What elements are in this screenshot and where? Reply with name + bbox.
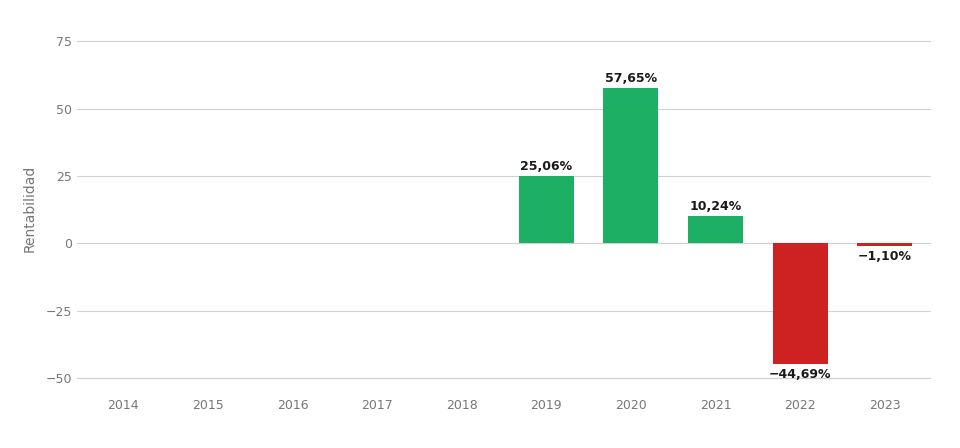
- Text: 57,65%: 57,65%: [605, 72, 657, 85]
- Bar: [604, 88, 659, 243]
- Text: 10,24%: 10,24%: [689, 199, 742, 212]
- Text: −44,69%: −44,69%: [769, 368, 831, 381]
- Bar: [518, 176, 574, 243]
- Y-axis label: Rentabilidad: Rentabilidad: [23, 165, 37, 252]
- Text: −1,10%: −1,10%: [857, 250, 912, 263]
- Bar: [857, 243, 912, 246]
- Bar: [688, 216, 743, 243]
- Text: 25,06%: 25,06%: [520, 159, 572, 172]
- Bar: [773, 243, 828, 364]
